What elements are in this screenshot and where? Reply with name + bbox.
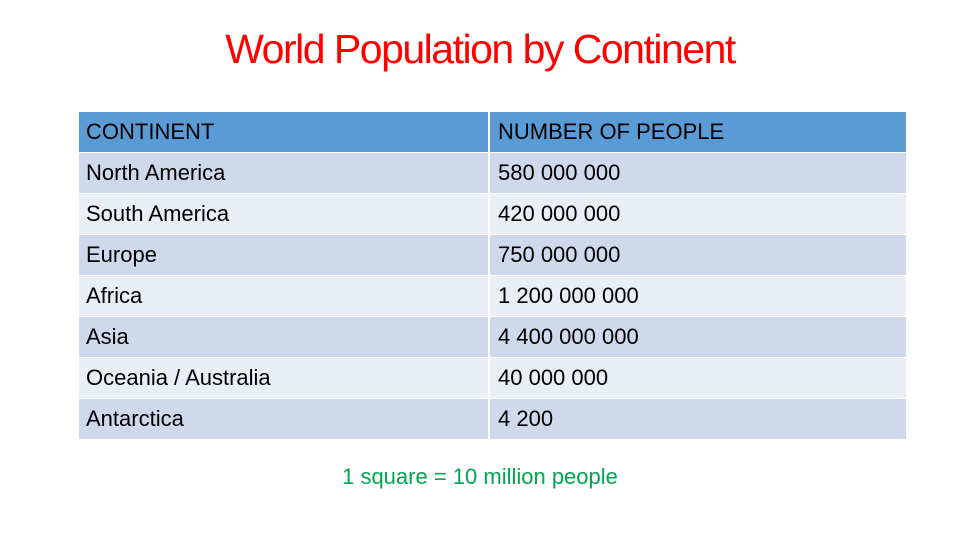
population-cell: 750 000 000	[490, 235, 906, 275]
continent-cell: South America	[79, 194, 490, 234]
continent-cell: North America	[79, 153, 490, 193]
continent-cell: Oceania / Australia	[79, 358, 490, 398]
table-row: Asia 4 400 000 000	[79, 317, 906, 358]
table-row: South America 420 000 000	[79, 194, 906, 235]
column-header-number-of-people: NUMBER OF PEOPLE	[490, 112, 906, 152]
population-cell: 580 000 000	[490, 153, 906, 193]
scale-note: 1 square = 10 million people	[342, 464, 618, 489]
table-row: North America 580 000 000	[79, 153, 906, 194]
table-row: Antarctica 4 200	[79, 399, 906, 439]
continent-cell: Europe	[79, 235, 490, 275]
table-row: Africa 1 200 000 000	[79, 276, 906, 317]
table-row: Oceania / Australia 40 000 000	[79, 358, 906, 399]
table-row: Europe 750 000 000	[79, 235, 906, 276]
population-cell: 420 000 000	[490, 194, 906, 234]
page-title: World Population by Continent	[225, 26, 736, 72]
population-cell: 4 200	[490, 399, 906, 439]
population-table: CONTINENT NUMBER OF PEOPLE North America…	[79, 112, 906, 439]
population-cell: 1 200 000 000	[490, 276, 906, 316]
column-header-continent: CONTINENT	[79, 112, 490, 152]
continent-cell: Asia	[79, 317, 490, 357]
continent-cell: Antarctica	[79, 399, 490, 439]
table-header-row: CONTINENT NUMBER OF PEOPLE	[79, 112, 906, 153]
continent-cell: Africa	[79, 276, 490, 316]
population-cell: 4 400 000 000	[490, 317, 906, 357]
population-cell: 40 000 000	[490, 358, 906, 398]
